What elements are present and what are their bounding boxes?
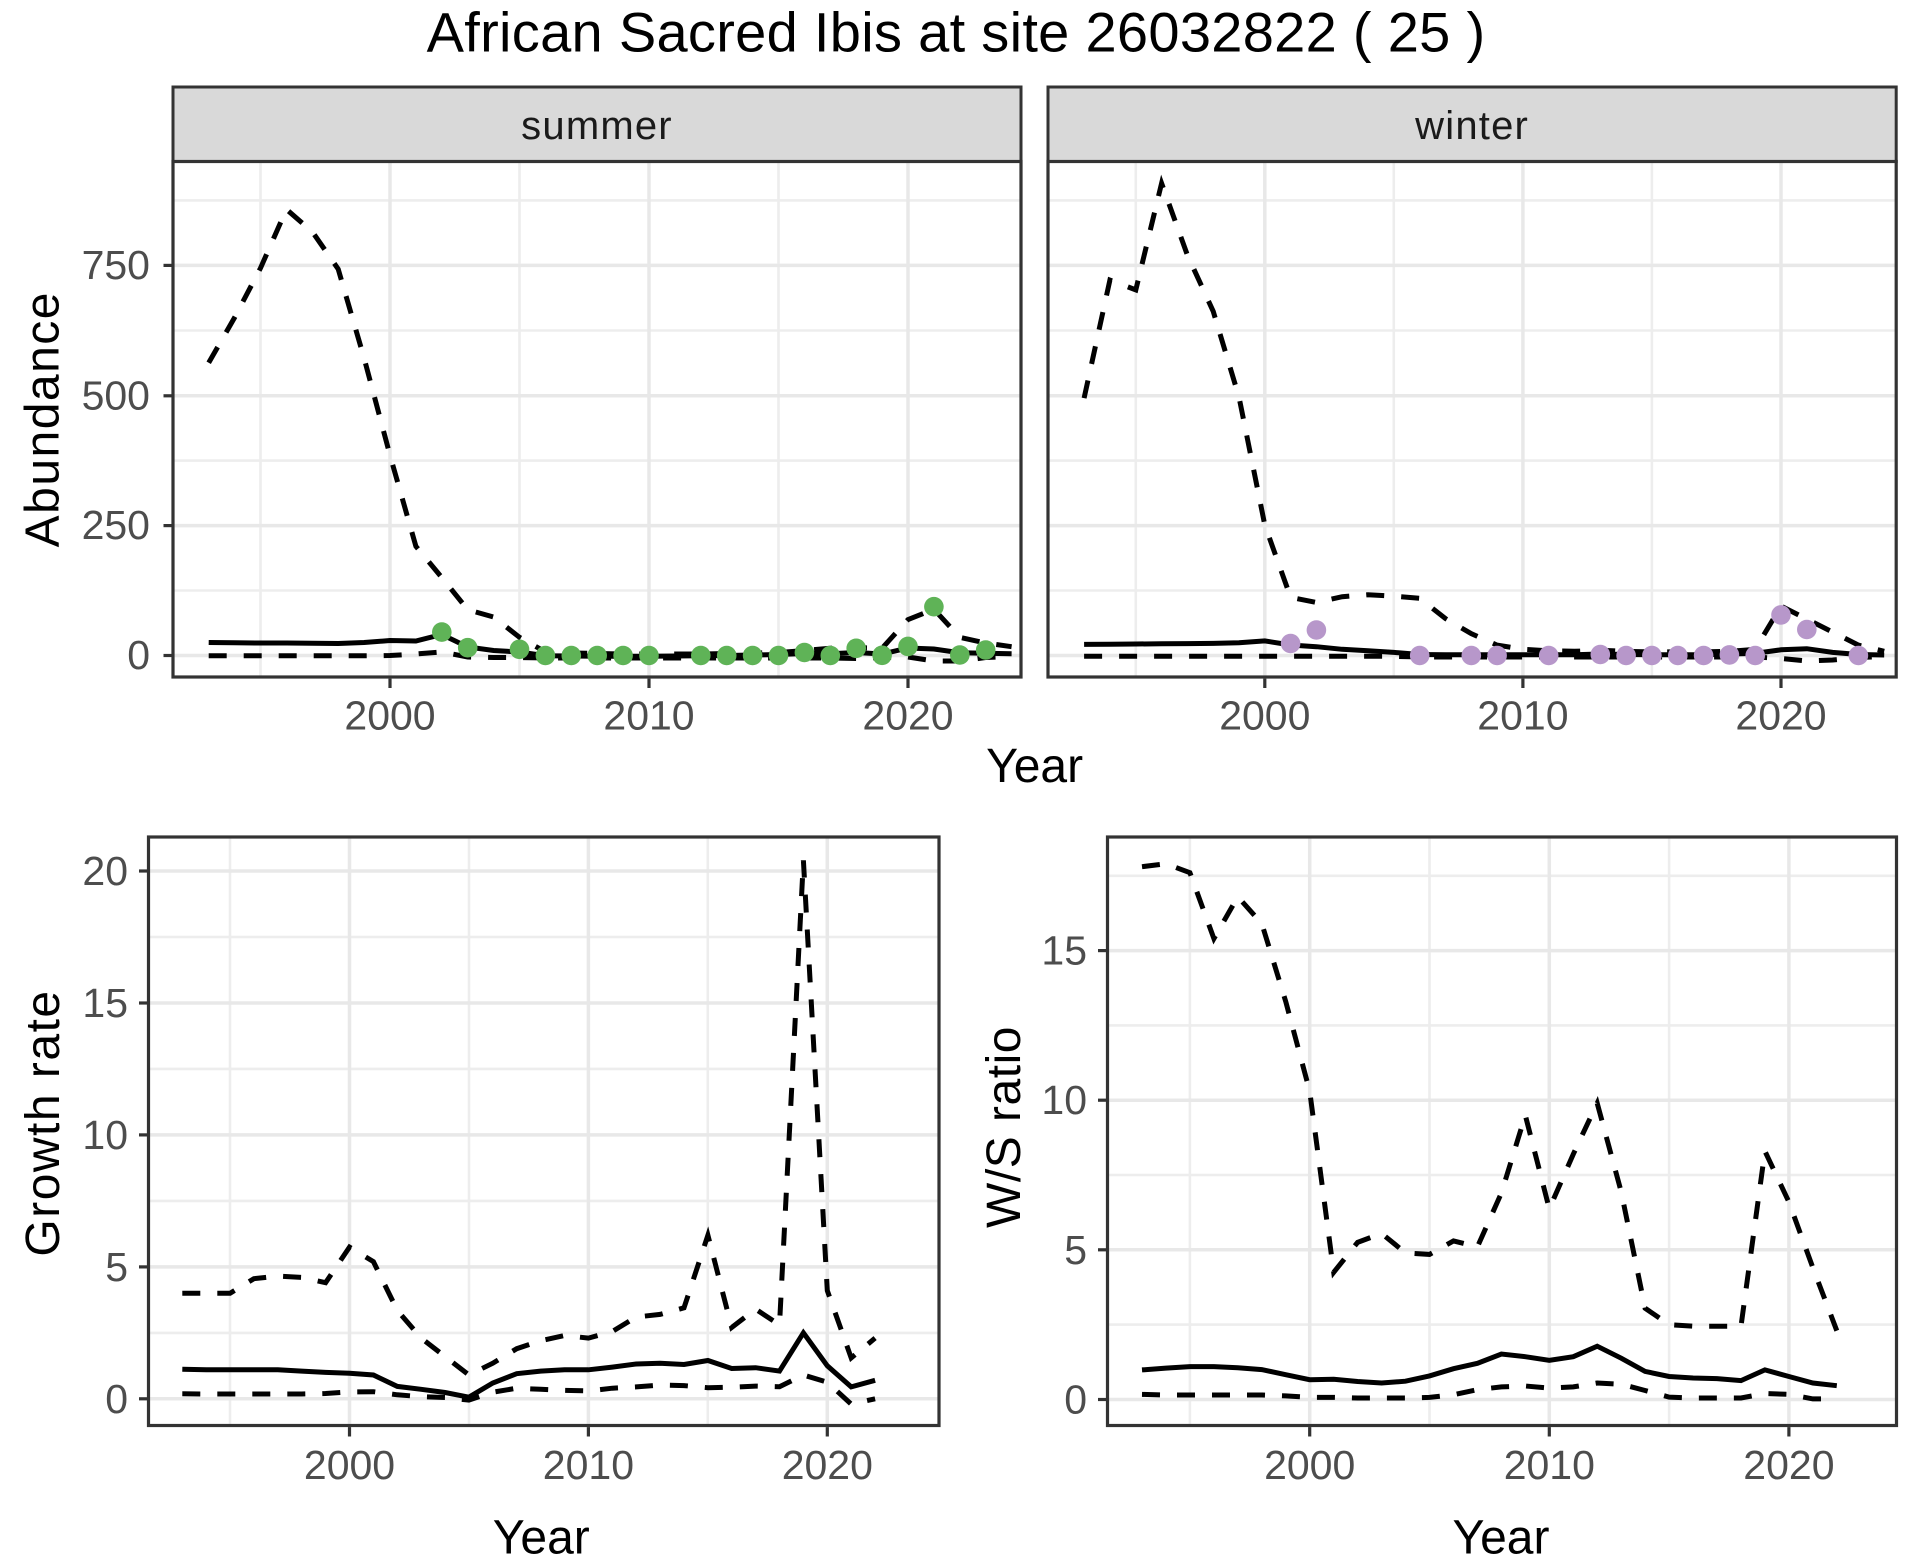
- svg-text:Abundance: Abundance: [17, 291, 70, 547]
- svg-text:5: 5: [1064, 1227, 1087, 1273]
- svg-text:2010: 2010: [1504, 1442, 1595, 1488]
- svg-text:250: 250: [82, 502, 150, 548]
- svg-text:2020: 2020: [782, 1442, 873, 1488]
- svg-text:750: 750: [82, 242, 150, 288]
- svg-text:2010: 2010: [543, 1442, 634, 1488]
- svg-text:2010: 2010: [1477, 693, 1568, 739]
- svg-text:Year: Year: [493, 1512, 590, 1560]
- svg-text:winter: winter: [1414, 104, 1529, 148]
- svg-text:2020: 2020: [1743, 1442, 1834, 1488]
- svg-text:10: 10: [82, 1112, 128, 1158]
- svg-text:2000: 2000: [304, 1442, 395, 1488]
- svg-text:0: 0: [127, 632, 150, 678]
- svg-text:15: 15: [1041, 928, 1087, 974]
- svg-text:500: 500: [82, 372, 150, 418]
- svg-text:20: 20: [82, 848, 128, 894]
- svg-text:Growth rate: Growth rate: [17, 989, 70, 1256]
- svg-text:10: 10: [1041, 1077, 1087, 1123]
- svg-text:2010: 2010: [603, 693, 694, 739]
- svg-text:summer: summer: [521, 104, 673, 148]
- svg-text:0: 0: [1064, 1377, 1087, 1423]
- svg-text:Year: Year: [986, 740, 1083, 793]
- svg-text:W/S ratio: W/S ratio: [978, 1026, 1031, 1228]
- svg-text:0: 0: [105, 1376, 128, 1422]
- svg-text:2020: 2020: [862, 693, 953, 739]
- svg-text:African Sacred Ibis at site 26: African Sacred Ibis at site 26032822 ( 2…: [427, 1, 1486, 64]
- svg-text:2020: 2020: [1735, 693, 1826, 739]
- svg-text:5: 5: [105, 1244, 128, 1290]
- svg-text:15: 15: [82, 980, 128, 1026]
- svg-text:Year: Year: [1453, 1512, 1550, 1560]
- svg-text:2000: 2000: [1264, 1442, 1355, 1488]
- svg-text:2000: 2000: [1219, 693, 1310, 739]
- svg-text:2000: 2000: [344, 693, 435, 739]
